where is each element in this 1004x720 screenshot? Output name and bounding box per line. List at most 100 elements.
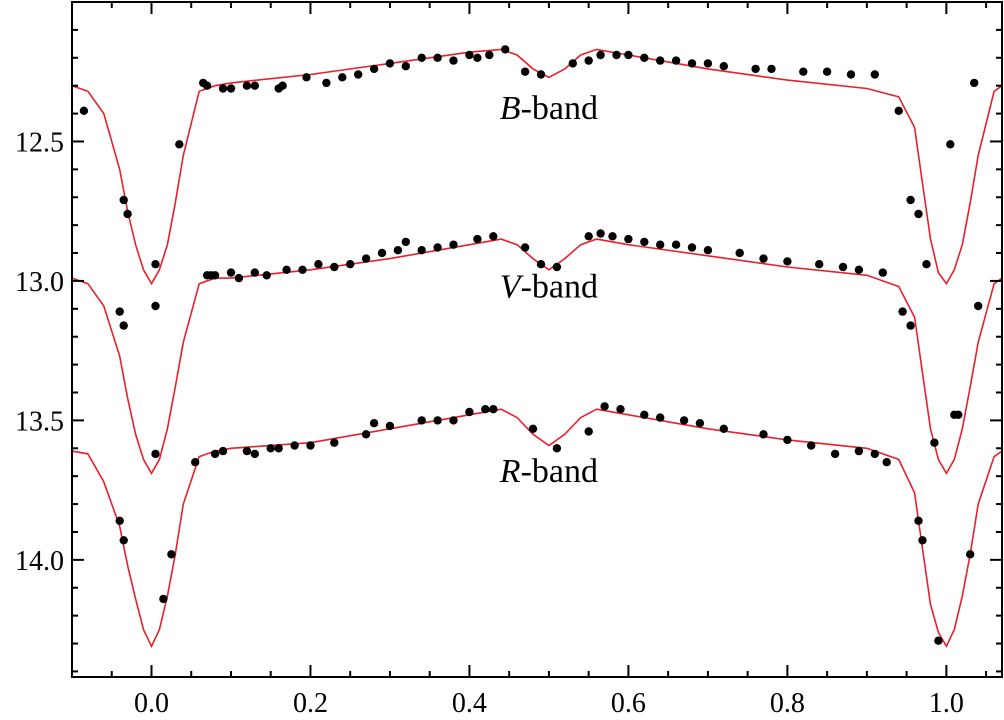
- v-band-data-point: [552, 262, 562, 272]
- b-band-data-point: [767, 64, 776, 74]
- observation-points: [79, 45, 983, 645]
- v-band-data-point: [282, 265, 291, 274]
- v-band-data-point: [656, 240, 665, 249]
- r-band-data-point: [250, 449, 259, 459]
- x-tick-label: 0.8: [770, 688, 805, 719]
- v-band-label-suffix: -band: [521, 269, 598, 306]
- r-band-data-point: [361, 430, 371, 439]
- b-band-data-point: [202, 81, 212, 90]
- b-band-data-point: [338, 73, 347, 82]
- b-band-data-point: [401, 61, 410, 71]
- v-band-data-point: [878, 268, 887, 277]
- v-band-data-point: [640, 237, 649, 247]
- r-band-data-point: [151, 449, 160, 459]
- r-band-data-point: [783, 435, 792, 445]
- v-band-data-point: [489, 232, 498, 241]
- r-band-data-point: [274, 444, 283, 453]
- r-band-data-point: [266, 444, 275, 453]
- v-band-data-point: [536, 260, 546, 269]
- v-band-data-point: [930, 438, 939, 447]
- b-band-data-point: [822, 67, 832, 76]
- v-band-data-point: [608, 232, 617, 241]
- b-band-data-point: [218, 84, 228, 93]
- v-band-data-point: [401, 237, 410, 247]
- b-band-data-point: [568, 59, 577, 68]
- r-band-label-letter: R: [499, 453, 521, 490]
- r-band-model-curve: [71, 408, 1003, 649]
- r-band-data-point: [290, 441, 299, 450]
- b-band-data-point: [417, 53, 426, 62]
- b-band-data-point: [906, 195, 915, 205]
- r-band-data-point: [954, 410, 963, 419]
- b-band-data-point: [612, 50, 621, 60]
- b-band-data-point: [719, 61, 728, 71]
- x-tick-label: 0.4: [452, 688, 487, 719]
- x-tick-label: 1.0: [929, 688, 964, 719]
- v-band-data-point: [119, 321, 128, 330]
- v-band-data-point: [250, 268, 259, 277]
- b-band-data-point: [278, 81, 287, 90]
- b-band-data-point: [656, 56, 665, 65]
- r-band-data-point: [465, 407, 474, 417]
- b-band-data-point: [485, 50, 494, 60]
- v-band-data-point: [687, 243, 697, 252]
- v-band-data-point: [584, 232, 593, 241]
- b-band-data-point: [385, 59, 395, 68]
- v-band-data-point: [346, 260, 355, 269]
- b-band-data-point: [671, 56, 681, 65]
- v-band-data-point: [906, 321, 915, 330]
- x-tick-label: 0.2: [293, 688, 328, 719]
- v-band-model-curve: [71, 238, 1003, 476]
- b-band-data-point: [449, 56, 458, 65]
- y-tick-label: 14.0: [15, 546, 64, 577]
- r-band-data-point: [489, 405, 498, 414]
- v-band-data-point: [703, 246, 713, 255]
- r-band-data-point: [218, 446, 228, 456]
- r-band-data-point: [934, 636, 943, 645]
- b-band-data-point: [914, 209, 923, 219]
- b-band-data-point: [584, 56, 593, 65]
- b-band-data-point: [226, 84, 236, 93]
- v-band-data-point: [377, 248, 387, 258]
- v-band-data-point: [671, 240, 681, 249]
- r-band-data-point: [369, 419, 379, 428]
- r-band-data-point: [167, 550, 176, 559]
- r-band-data-point: [330, 438, 339, 447]
- r-band-data-point: [914, 516, 923, 525]
- v-band-data-point: [210, 271, 220, 280]
- r-band-data-point: [719, 424, 728, 433]
- r-band-data-point: [600, 402, 609, 411]
- r-band-data-point: [882, 458, 891, 467]
- axis-tick-labels: 0.0 0.2 0.4 0.6 0.8 1.0 12.5 13.0 13.5 14.0: [15, 127, 964, 719]
- r-band-data-point: [119, 536, 128, 545]
- v-band-data-point: [298, 265, 307, 274]
- b-band-data-point: [536, 70, 546, 79]
- r-band-data-point: [759, 430, 768, 439]
- v-band-data-point: [151, 301, 160, 311]
- r-band-data-point: [159, 594, 168, 604]
- x-tick-label: 0.6: [611, 688, 646, 719]
- b-band-data-point: [242, 81, 252, 90]
- r-band-label: R-band: [499, 453, 598, 490]
- b-band-data-point: [322, 78, 331, 88]
- r-band-data-point: [528, 424, 538, 433]
- b-band-data-point: [624, 50, 633, 60]
- r-band-data-point: [679, 416, 689, 425]
- b-band-data-point: [123, 209, 132, 219]
- b-band-data-point: [369, 64, 379, 74]
- v-band-data-point: [838, 262, 848, 272]
- r-band-data-point: [191, 458, 200, 467]
- v-band-data-point: [783, 257, 792, 266]
- y-tick-label: 13.0: [15, 267, 64, 298]
- model-curves: [71, 48, 1003, 649]
- r-band-data-point: [385, 421, 395, 431]
- b-band-data-point: [846, 70, 856, 79]
- r-band-data-point: [656, 413, 665, 422]
- v-band-data-point: [115, 307, 124, 316]
- v-band-data-point: [226, 268, 236, 277]
- b-band-data-point: [79, 106, 89, 116]
- b-band-data-point: [922, 260, 931, 269]
- r-band-data-point: [616, 405, 625, 414]
- r-band-data-point: [695, 419, 705, 428]
